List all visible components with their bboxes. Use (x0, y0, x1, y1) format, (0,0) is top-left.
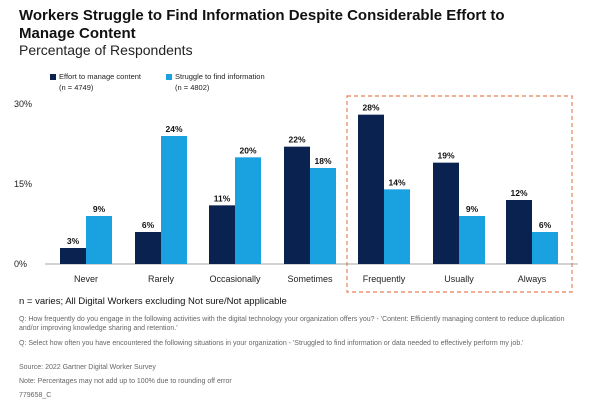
data-label: 20% (239, 145, 256, 155)
x-tick-label: Frequently (363, 274, 406, 284)
bar-effort-sometimes (284, 146, 310, 264)
footer-id: 779658_C (19, 392, 52, 399)
x-tick-label: Never (74, 274, 98, 284)
bar-effort-always (506, 200, 532, 264)
data-label: 18% (314, 156, 331, 166)
bar-chart: 0% 15% 30% 3% 9% Never 6% 24% Rarely 11% 20% Occasi… (14, 95, 578, 293)
bar-effort-rarely (135, 232, 161, 264)
data-label: 11% (214, 193, 231, 203)
bar-struggle-rarely (161, 136, 187, 264)
bar-struggle-sometimes (310, 168, 336, 264)
bar-effort-usually (433, 162, 459, 264)
bar-effort-frequently (358, 114, 384, 265)
data-label: 6% (142, 220, 155, 230)
data-label: 24% (165, 124, 182, 134)
data-label: 14% (388, 177, 405, 187)
data-label: 28% (362, 103, 379, 113)
footer-note-main: n = varies; All Digital Workers excludin… (19, 296, 287, 307)
legend-label-effort: Effort to manage content (59, 72, 141, 81)
bar-struggle-occasionally (235, 157, 261, 264)
bar-struggle-usually (459, 216, 485, 264)
chart-title: Workers Struggle to Find Information Des… (19, 7, 505, 42)
bar-effort-never (60, 248, 86, 264)
legend-label-struggle: Struggle to find information (175, 72, 265, 81)
data-label: 22% (288, 135, 305, 145)
x-tick-label: Occasionally (209, 274, 261, 284)
bar-struggle-frequently (384, 189, 410, 264)
data-label: 12% (510, 188, 527, 198)
y-tick-label: 30% (14, 99, 32, 109)
data-label: 9% (93, 204, 106, 214)
highlight-box (346, 95, 573, 293)
footer-question-2: Q: Select how often you have encountered… (19, 340, 524, 347)
footer-question-1: Q: How frequently do you engage in the f… (19, 316, 565, 332)
bar-effort-occasionally (209, 205, 235, 264)
legend-swatch-struggle (166, 74, 172, 80)
data-label: 9% (466, 204, 479, 214)
legend-swatch-effort (50, 74, 56, 80)
data-label: 6% (539, 220, 552, 230)
legend-sample-effort: (n = 4749) (59, 83, 94, 92)
legend-sample-struggle: (n = 4802) (175, 83, 210, 92)
bar-struggle-always (532, 232, 558, 264)
y-tick-label: 15% (14, 179, 32, 189)
chart-subtitle: Percentage of Respondents (19, 42, 193, 58)
x-tick-label: Usually (444, 274, 474, 284)
x-tick-label: Rarely (148, 274, 175, 284)
footer-source: Source: 2022 Gartner Digital Worker Surv… (19, 364, 156, 371)
bar-struggle-never (86, 216, 112, 264)
y-tick-label: 0% (14, 259, 27, 269)
footer-note: Note: Percentages may not add up to 100%… (19, 378, 232, 385)
data-label: 19% (437, 151, 454, 161)
x-tick-label: Always (518, 274, 547, 284)
x-tick-label: Sometimes (287, 274, 333, 284)
data-label: 3% (67, 236, 80, 246)
